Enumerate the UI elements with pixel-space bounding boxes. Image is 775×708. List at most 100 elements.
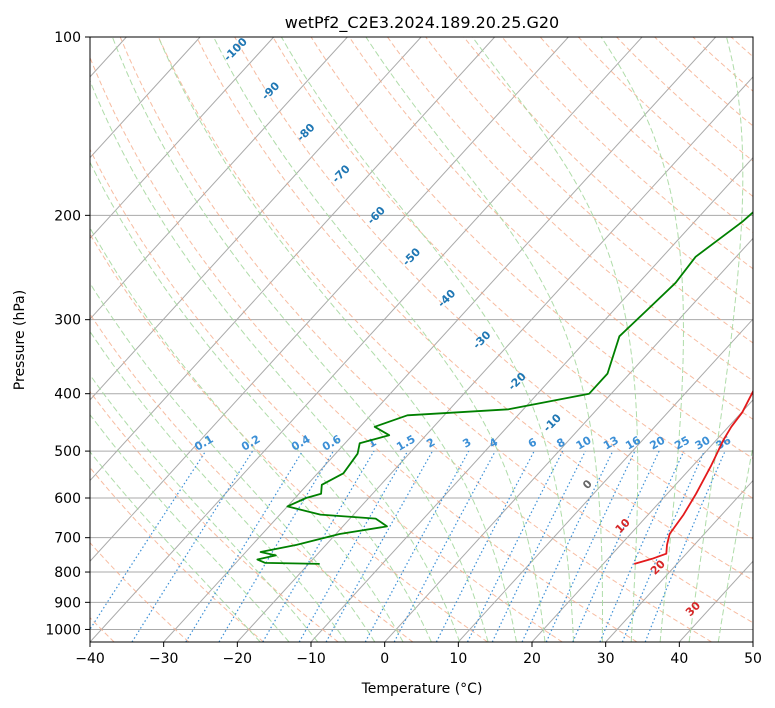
dry-adiabat-label: -30 bbox=[470, 328, 493, 351]
line-labels: 0.1 0.2 0.4 0.6 1 1.5 2 3 4 6 8 10 13 16 20 25 30 36-100-… bbox=[192, 35, 738, 660]
isotherm-line bbox=[90, 37, 569, 562]
mixing-ratio-line bbox=[599, 450, 685, 642]
plot-frame bbox=[89, 36, 754, 643]
isotherm-line bbox=[236, 76, 753, 642]
temperature-profile bbox=[633, 389, 753, 565]
moist-adiabat-line bbox=[157, 37, 517, 642]
isotherm-line bbox=[90, 37, 496, 482]
mixing-ratio-line bbox=[218, 450, 334, 642]
dry-adiabat-line bbox=[90, 148, 563, 642]
mixing-ratio-label: 4 bbox=[487, 435, 500, 450]
mixing-ratio-label: 13 bbox=[601, 434, 621, 453]
mixing-ratio-label: 6 bbox=[526, 435, 539, 450]
moist-adiabat-line bbox=[111, 37, 489, 642]
mixing-ratio-label: 16 bbox=[623, 433, 643, 452]
dry-adiabat-label: -100 bbox=[221, 35, 250, 64]
dry-adiabat-label: -80 bbox=[294, 121, 317, 144]
moist-adiabat-line bbox=[280, 37, 575, 642]
mixing-ratio-line bbox=[262, 450, 375, 642]
mixing-ratio-line bbox=[131, 450, 254, 642]
isotherm-line bbox=[90, 37, 275, 240]
y-tick-label: 1000 bbox=[45, 622, 81, 638]
isotherm-line bbox=[90, 37, 422, 401]
y-tick-label: 700 bbox=[54, 531, 81, 547]
y-tick-label: 300 bbox=[54, 313, 81, 329]
dry-adiabat-label: -40 bbox=[435, 287, 458, 310]
mixing-ratio-line bbox=[572, 450, 660, 642]
mixing-ratio-line bbox=[466, 450, 564, 642]
dry-adiabat-line bbox=[90, 56, 638, 642]
dry-adiabat-label: -50 bbox=[400, 245, 423, 268]
dry-adiabat-line bbox=[387, 37, 753, 382]
moist-adiabat-line bbox=[90, 79, 461, 642]
mixing-ratio-label: 1.5 bbox=[394, 433, 417, 454]
isotherm-line bbox=[310, 156, 753, 642]
mixing-ratio-label: 10 bbox=[574, 433, 594, 452]
y-tick-label: 100 bbox=[54, 30, 81, 46]
mixing-ratio-line bbox=[521, 450, 614, 642]
dry-adiabat-line bbox=[90, 466, 264, 642]
background-lines bbox=[90, 37, 753, 642]
x-axis-label: Temperature (°C) bbox=[361, 681, 483, 697]
isotherm-line bbox=[90, 37, 348, 320]
x-axis: −40 −30 −20 −10 0 10 20 30 40 50 bbox=[75, 642, 762, 667]
dry-adiabat-label: -10 bbox=[541, 411, 564, 434]
moist-adiabat-line bbox=[717, 443, 753, 642]
mixing-ratio-line bbox=[621, 450, 705, 642]
dry-adiabat-line bbox=[463, 37, 753, 307]
x-tick-label: 40 bbox=[670, 651, 688, 667]
dry-adiabat-line bbox=[90, 542, 190, 642]
dewpoint-profile bbox=[256, 211, 753, 565]
mixing-ratio-label: 0.1 bbox=[192, 433, 215, 454]
moist-adiabat-line bbox=[365, 37, 603, 642]
mixing-ratio-line bbox=[298, 450, 409, 642]
dry-adiabat-line bbox=[234, 37, 753, 540]
y-tick-label: 200 bbox=[54, 208, 81, 224]
mixing-ratio-line bbox=[325, 450, 434, 642]
dry-adiabat-line bbox=[90, 390, 339, 642]
dry-adiabat-line bbox=[616, 37, 753, 162]
dry-adiabat-line bbox=[654, 37, 753, 127]
isotherm-line bbox=[605, 479, 753, 642]
x-tick-label: −30 bbox=[149, 651, 179, 667]
x-tick-label: 0 bbox=[380, 651, 389, 667]
y-axis: 100 200 300 400 500 600 700 800 900 1000 bbox=[45, 30, 90, 638]
mixing-ratio-label: 2 bbox=[424, 436, 437, 451]
dry-adiabat-label: 0 bbox=[580, 477, 595, 492]
mixing-ratio-label: 3 bbox=[460, 436, 473, 451]
dry-adiabat-line bbox=[272, 37, 753, 499]
isotherm-line bbox=[531, 399, 753, 642]
isotherm-line bbox=[90, 37, 643, 642]
mixing-ratio-line bbox=[491, 450, 586, 642]
dry-adiabat-line bbox=[578, 37, 753, 198]
isotherm-line bbox=[163, 37, 717, 642]
x-tick-label: −10 bbox=[296, 651, 326, 667]
y-tick-label: 800 bbox=[54, 565, 81, 581]
dry-adiabat-line bbox=[539, 37, 753, 234]
mixing-ratio-label: 20 bbox=[648, 433, 668, 452]
moist-adiabat-line bbox=[90, 161, 432, 642]
dry-adiabat-label: 40 bbox=[718, 640, 738, 660]
isotherm-line bbox=[457, 318, 753, 642]
mixing-ratio-line bbox=[90, 450, 207, 631]
dry-adiabat-line bbox=[196, 37, 753, 581]
moist-adiabat-line bbox=[90, 374, 319, 642]
mixing-ratio-label: 25 bbox=[672, 434, 692, 453]
x-tick-label: 50 bbox=[744, 651, 762, 667]
x-tick-label: 20 bbox=[523, 651, 541, 667]
mixing-ratio-line bbox=[185, 450, 304, 642]
moist-adiabat-line bbox=[688, 37, 744, 642]
dry-adiabat-label: -70 bbox=[330, 162, 353, 185]
dry-adiabat-label: 10 bbox=[613, 516, 633, 536]
y-tick-label: 400 bbox=[54, 387, 81, 403]
dry-adiabat-label: 30 bbox=[683, 599, 703, 619]
y-tick-label: 900 bbox=[54, 595, 81, 611]
moist-adiabat-line bbox=[90, 450, 261, 642]
dry-adiabat-line bbox=[348, 37, 753, 420]
mixing-ratio-line bbox=[364, 450, 470, 642]
dry-adiabat-line bbox=[157, 37, 753, 624]
chart-title: wetPf2_C2E3.2024.189.20.25.G20 bbox=[285, 13, 559, 33]
isotherm-line bbox=[90, 37, 201, 159]
y-tick-label: 500 bbox=[54, 444, 81, 460]
